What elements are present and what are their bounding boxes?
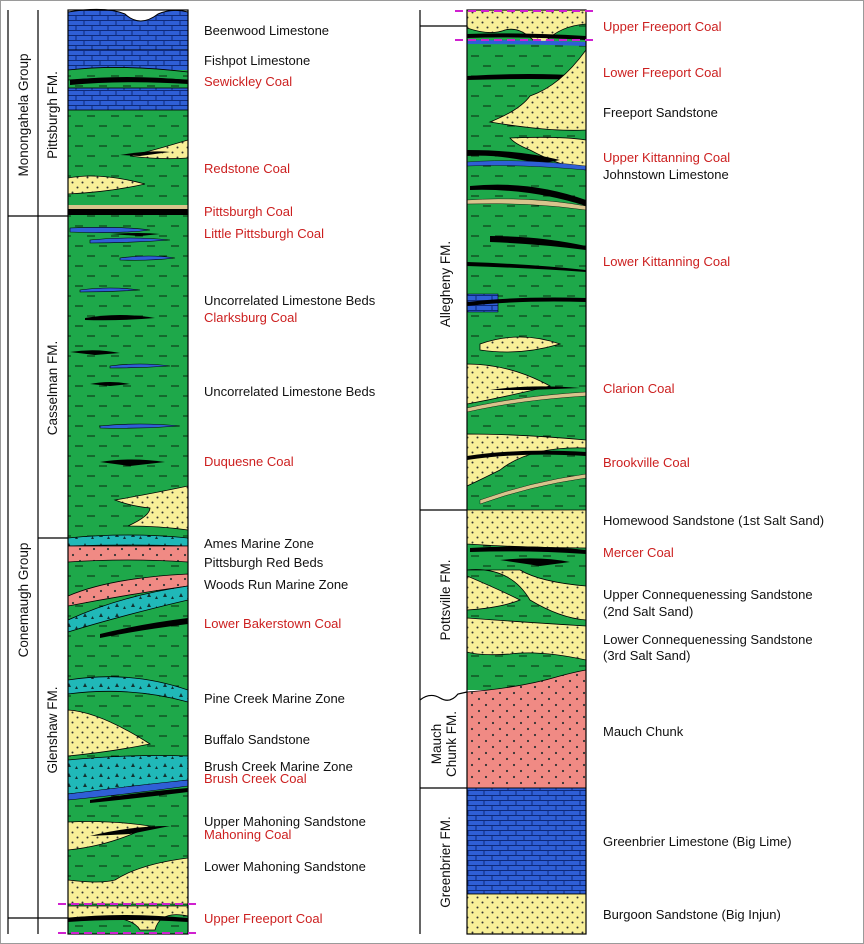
label-pittsburgh-coal: Pittsburgh Coal [204,204,293,219]
greenbrier-limestone-bed [467,787,586,895]
label-duquesne-coal: Duquesne Coal [204,454,294,469]
label-brush-creek-marine-zone: Brush Creek Marine Zone [204,759,353,774]
lower-freeport-coal-bed [467,74,586,80]
label-homewood-sandstone: Homewood Sandstone (1st Salt Sand) [603,513,825,528]
label-fishpot-limestone: Fishpot Limestone [204,53,311,68]
right-unit-brackets [419,10,468,934]
left-column [68,8,188,934]
label-buffalo-sandstone: Buffalo Sandstone [204,732,311,747]
homewood-sandstone-bed [467,509,586,549]
lower-bakerstown-coal-bed [100,618,188,638]
greenbrier-fm-label: Greenbrier FM. [438,816,453,908]
label-upper-freeport-coal-left: Upper Freeport Coal [204,911,323,926]
right-upper-freeport-coal-bed [467,33,586,40]
mauch-chunk-fm-label-line1: Mauch [429,723,444,765]
freeport-sandstone-bed [488,49,586,131]
woods-run-marine-zone-bed [68,585,188,633]
label-brookville-coal: Brookville Coal [603,455,690,470]
allegheny-fm-label: Allegheny FM. [438,240,453,328]
mauch-chunk-fm-label: Mauch Chunk FM. [429,711,459,777]
label-upper-connoquenessing-sandstone: Upper Connequenessing Sandstone [603,587,813,602]
label-ames-marine-zone: Ames Marine Zone [204,536,314,551]
label-mahoning-coal: Mahoning Coal [204,827,292,842]
duquesne-sandstone-wedge [113,485,188,531]
label-clarksburg-coal: Clarksburg Coal [204,310,298,325]
brookville-sandstone-bed [467,433,586,487]
pittsburgh-red-beds-bed [68,545,188,563]
pittsburgh-fm-label: Pittsburgh FM. [45,71,60,159]
label-brush-creek-coal: Brush Creek Coal [204,771,307,786]
ames-marine-zone-bed [68,534,188,547]
right-column [467,9,586,934]
label-third-salt-sand: (3rd Salt Sand) [603,648,691,663]
label-sewickley-coal: Sewickley Coal [204,74,293,89]
upper-freeport-coal-bed-left [68,915,188,922]
conemaugh-group-label: Conemaugh Group [16,542,31,658]
upper-connoquenessing-sandstone-bed [467,569,586,621]
left-unit-brackets [7,10,68,934]
label-mauch-chunk: Mauch Chunk [603,724,684,739]
clarion-coal-bed [490,386,580,390]
label-lower-connoquenessing-sandstone: Lower Connequenessing Sandstone [603,632,813,647]
lower-connoquenessing-sandstone-bed [467,617,586,661]
label-little-pittsburgh-coal: Little Pittsburgh Coal [204,226,324,241]
johnstown-limestone-bed [467,160,586,171]
mauch-chunk-fm-label-line2: Chunk FM. [444,710,459,778]
pittsburgh-coal-bed [68,209,188,215]
label-lower-mahoning-sandstone: Lower Mahoning Sandstone [204,859,366,874]
sewickley-limestone-bed [68,87,188,111]
brookville-coal-bed [467,450,586,460]
monongahela-group-label: Monongahela Group [16,53,31,177]
label-woods-run-marine-zone: Woods Run Marine Zone [204,577,349,592]
label-freeport-sandstone: Freeport Sandstone [603,105,718,120]
right-upper-freeport-sandstone [467,9,586,43]
label-pittsburgh-red-beds: Pittsburgh Red Beds [204,555,324,570]
sewickley-coal-bed [70,77,188,85]
label-lower-kittanning-coal: Lower Kittanning Coal [603,254,731,269]
label-mercer-coal: Mercer Coal [603,545,674,560]
redstone-lower-sandstone [68,175,146,195]
label-pine-creek-marine-zone: Pine Creek Marine Zone [204,691,345,706]
clarksburg-coal-bed [85,315,155,321]
label-lower-bakerstown-coal: Lower Bakerstown Coal [204,616,342,631]
glenshaw-fm-label: Glenshaw FM. [45,686,60,774]
label-uncorrelated-limestone-beds-2: Uncorrelated Limestone Beds [204,384,376,399]
label-upper-freeport-coal-right: Upper Freeport Coal [603,19,722,34]
clarion-sandstone-bed [467,363,552,405]
label-burgoon-sandstone: Burgoon Sandstone (Big Injun) [603,907,781,922]
brush-creek-coal-bed [90,788,188,803]
label-beenwood-limestone: Beenwood Limestone [204,23,330,38]
lower-kittanning-coal-bed [490,236,586,250]
mahoning-coal-bed [90,826,170,836]
upper-kittanning-coal-bed [467,150,560,164]
pottsville-fm-label: Pottsville FM. [438,559,453,641]
pine-creek-marine-zone-bed [68,676,188,703]
mercer-coal-bed [500,558,570,566]
duquesne-coal-bed [100,459,165,466]
label-johnstown-limestone: Johnstown Limestone [603,167,729,182]
label-lower-freeport-coal: Lower Freeport Coal [603,65,722,80]
label-clarion-coal: Clarion Coal [603,381,675,396]
label-greenbrier-limestone: Greenbrier Limestone (Big Lime) [603,834,792,849]
buffalo-sandstone-bed [68,709,152,757]
fishpot-limestone-bed [68,50,188,70]
woods-run-red-bed [68,573,188,607]
label-redstone-coal: Redstone Coal [204,161,290,176]
label-upper-kittanning-coal: Upper Kittanning Coal [603,150,731,165]
label-uncorrelated-limestone-beds-1: Uncorrelated Limestone Beds [204,293,376,308]
beenwood-limestone-bed [68,8,188,51]
casselman-fm-label: Casselman FM. [45,340,60,436]
label-upper-mahoning-sandstone: Upper Mahoning Sandstone [204,814,366,829]
label-second-salt-sand: (2nd Salt Sand) [603,604,694,619]
burgoon-sandstone-bed [467,893,586,934]
